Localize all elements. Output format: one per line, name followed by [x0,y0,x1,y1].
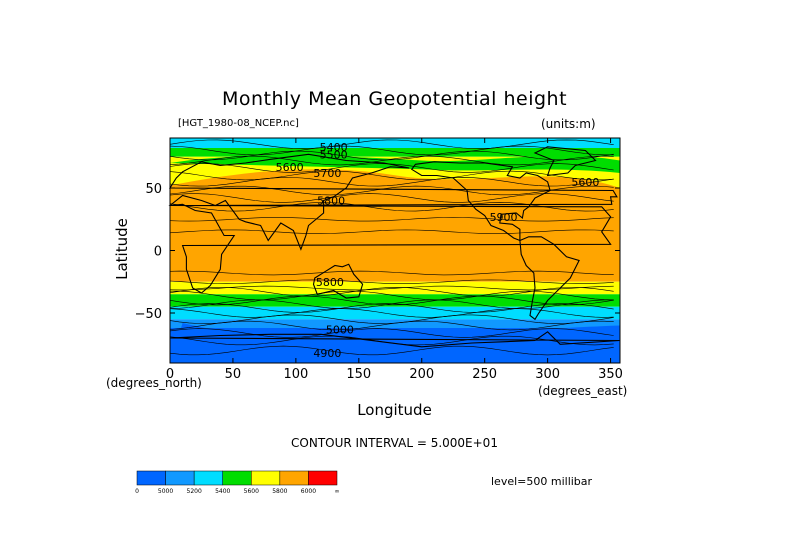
contour-label: 5800 [317,195,345,208]
contour-interval-text: CONTOUR INTERVAL = 5.000E+01 [291,436,498,450]
contour-line [169,150,614,161]
contour-label: 4900 [313,347,341,360]
legend-label: 5400 [215,488,230,495]
legend-swatch [308,470,338,486]
contour-line [169,217,614,222]
contour-line [169,279,614,284]
legend-swatch [165,470,195,486]
contour-line [169,345,614,356]
contour-label: 5800 [316,276,344,289]
legend-label: 5600 [244,488,259,495]
legend-label: 0 [135,488,139,495]
x-tick-label: 250 [472,367,497,382]
contour-line [169,287,614,297]
contour-label: 5400 [320,141,348,154]
file-label: [HGT_1980-08_NCEP.nc] [178,118,299,129]
contour-line [169,285,614,291]
contour-line [169,155,614,166]
x-tick-label: 0 [166,367,174,382]
legend-label: 5800 [272,488,287,495]
x-axis-label: Longitude [357,401,432,419]
x-tick-label: 150 [346,367,371,382]
contour-line [169,303,614,313]
legend-label: 6000 [301,488,316,495]
contour-line [169,270,614,276]
y-axis-label: Latitude [113,218,131,280]
coastline [533,146,597,177]
legend-swatch [222,470,252,486]
coastline [312,263,364,299]
contour-line [169,139,614,149]
contour-line [169,170,614,181]
orange-region [170,169,620,195]
contour-label: 5600 [571,176,599,189]
x-tick-label: 200 [409,367,434,382]
x-tick-label: 100 [283,367,308,382]
contour-label: 5500 [320,148,348,161]
legend-label: ∞ [335,488,340,495]
contour-line [169,295,614,306]
contour-line [170,290,614,301]
contour-label: 5600 [276,161,304,174]
color-band [170,148,620,157]
color-band [170,319,620,328]
contour-line [169,328,614,338]
color-band [170,306,620,320]
legend-label: 5200 [187,488,202,495]
y-tick-label: −50 [135,307,162,322]
legend-swatch [136,470,166,486]
x-axis-unit-label: (degrees_east) [538,384,628,398]
contour-line [169,320,614,331]
contour-line [169,145,614,156]
x-tick-label: 50 [225,367,242,382]
x-tick-label: 300 [535,367,560,382]
coastline [168,153,618,251]
coastline [169,331,620,348]
chart-title: Monthly Mean Geopotential height [221,88,568,110]
legend-swatch [279,470,309,486]
legend-label: 5000 [158,488,173,495]
y-tick-label: 0 [154,245,162,260]
coastline [169,203,612,294]
contour-label: 5700 [313,167,341,180]
x-tick-label: 350 [598,367,623,382]
color-band [170,281,620,295]
contour-line [169,193,614,203]
color-band [170,138,620,148]
contour-line [169,308,614,318]
y-axis-unit-label: (degrees_north) [106,376,202,390]
contour-line [169,229,614,234]
contour-label: 5900 [490,211,518,224]
contour-label: 5000 [326,323,354,336]
coastline [410,161,551,242]
contour-line [169,177,614,187]
y-tick-label: 50 [145,182,162,197]
contour-line [169,185,614,196]
legend-swatch [251,470,281,486]
legend-swatch [193,470,223,486]
color-band [170,213,620,282]
level-text: level=500 millibar [491,475,593,488]
units-label: (units:m) [541,117,596,131]
coastline [519,236,580,321]
